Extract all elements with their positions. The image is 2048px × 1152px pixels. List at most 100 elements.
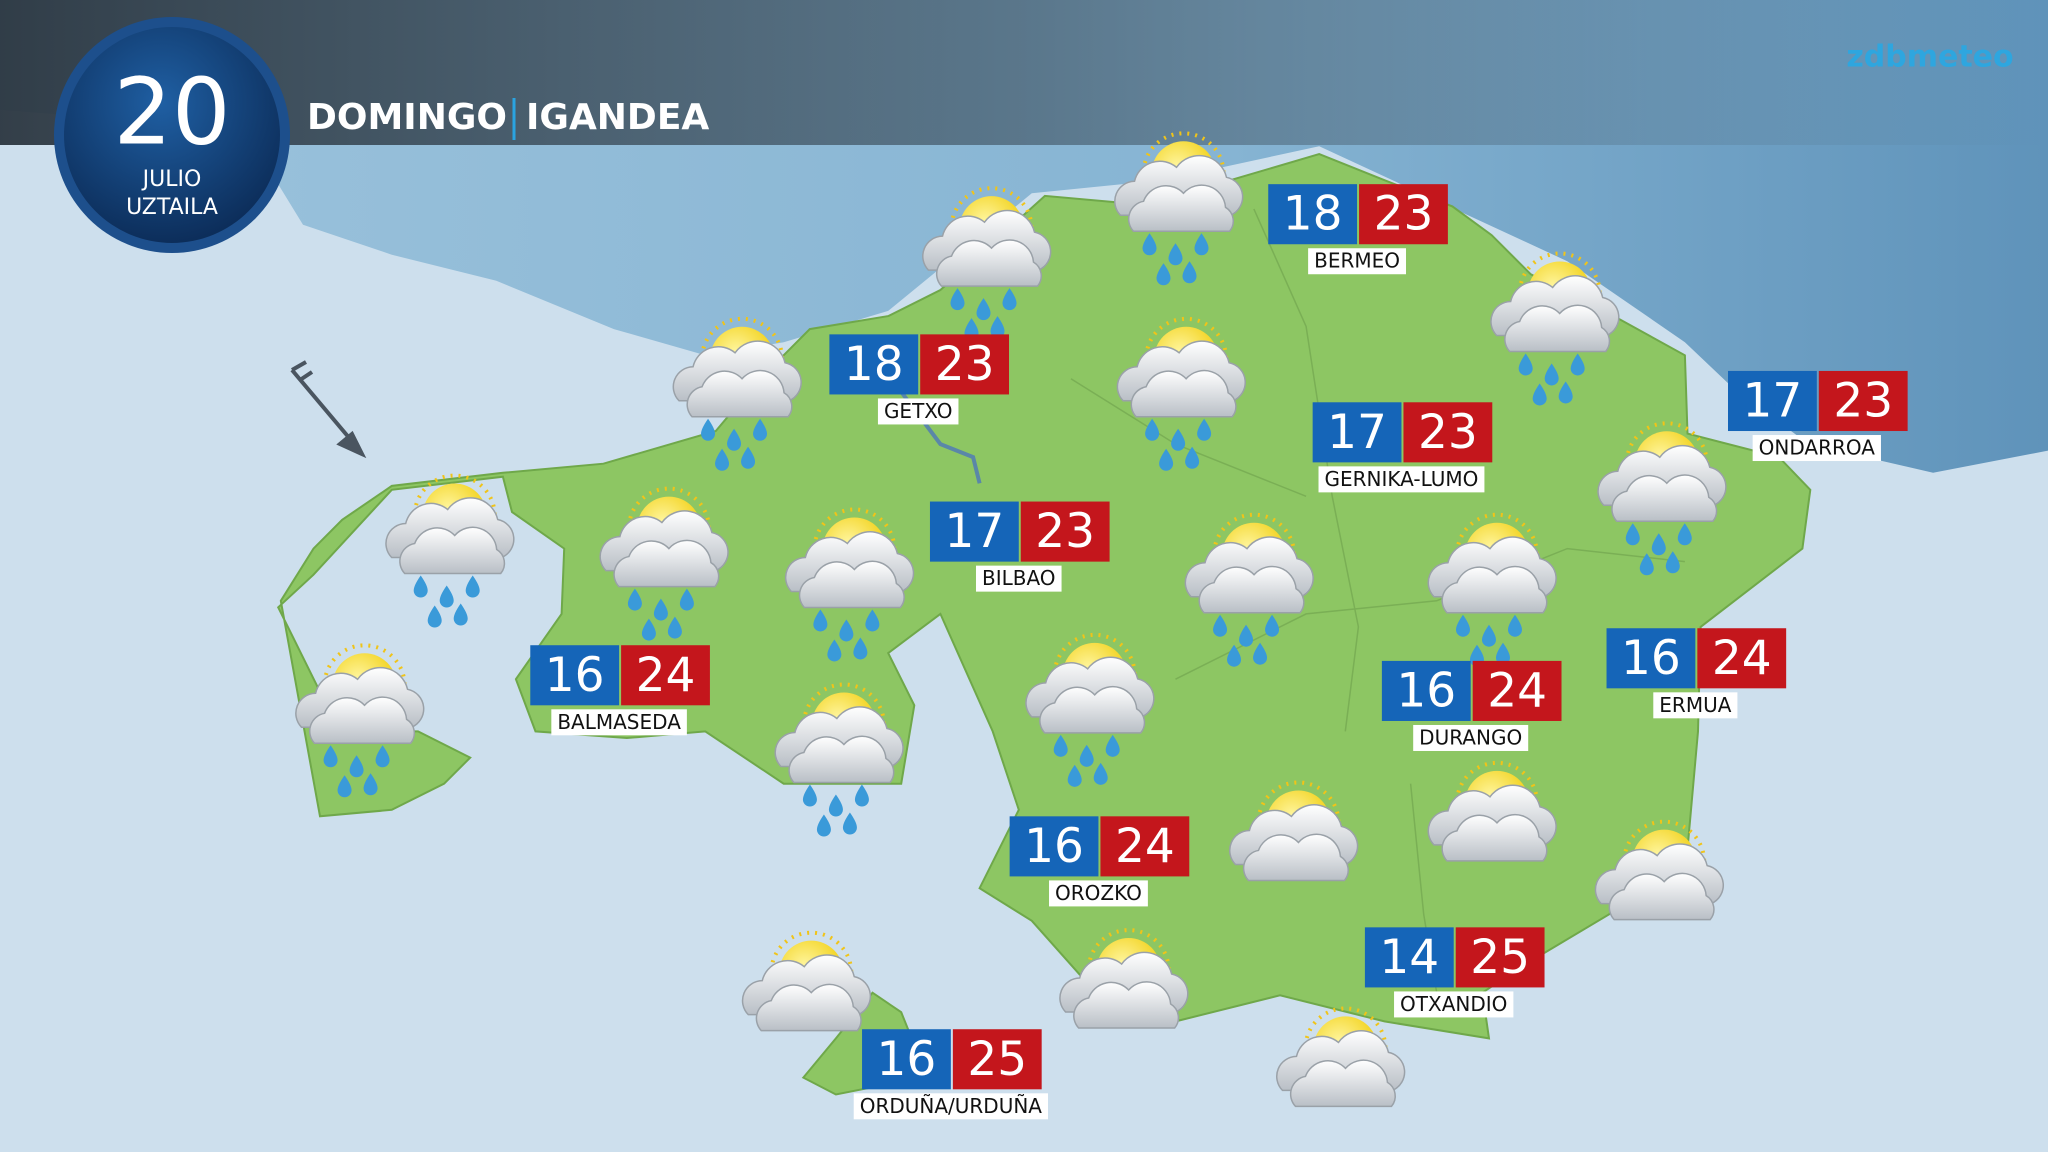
rain-drop xyxy=(813,609,828,632)
rain-drop xyxy=(1079,744,1094,767)
rain-drop xyxy=(1002,288,1017,311)
weather-icon xyxy=(1116,316,1246,471)
weather-icon xyxy=(1597,421,1727,576)
rain-drop xyxy=(701,418,716,441)
city-name: ERMUA xyxy=(1659,693,1731,717)
max-temp: 23 xyxy=(1374,187,1434,242)
rain-drop xyxy=(854,784,869,807)
max-box xyxy=(1818,370,1908,432)
max-temp: 24 xyxy=(636,648,696,703)
rain-drop xyxy=(1159,448,1174,471)
rain-drop xyxy=(1265,614,1280,637)
logo: zdbmeteo xyxy=(1846,40,2013,75)
weather-icon xyxy=(295,643,425,798)
rain-drop xyxy=(715,448,730,471)
rain-drop xyxy=(1145,418,1160,441)
wind-arrow xyxy=(290,360,367,459)
weather-icon xyxy=(1276,1006,1406,1108)
cloud-front xyxy=(1441,813,1548,862)
rain-drop xyxy=(828,794,843,817)
name-bg xyxy=(877,398,959,425)
max-temp: 23 xyxy=(1833,373,1893,428)
weather-icon xyxy=(599,486,729,641)
city: 18 23 GETXO xyxy=(829,334,1010,425)
rain-drop xyxy=(1194,233,1209,256)
cloud-front xyxy=(1504,304,1611,353)
max-temp: 25 xyxy=(967,1032,1027,1087)
weekday-es: DOMINGO xyxy=(307,97,507,138)
top-banner xyxy=(0,0,2048,145)
rain-drop xyxy=(337,775,352,798)
city: 17 23 BILBAO xyxy=(929,501,1110,592)
name-bg xyxy=(1752,435,1881,462)
rain-drop xyxy=(653,598,668,621)
min-temp: 16 xyxy=(545,648,605,703)
max-box xyxy=(1100,816,1190,877)
weather-icon xyxy=(1114,131,1244,286)
min-box xyxy=(1381,660,1471,721)
cloud-front xyxy=(1242,833,1349,882)
rain-drop xyxy=(950,288,965,311)
city-name: BILBAO xyxy=(982,566,1056,590)
weather-icon xyxy=(1427,760,1557,862)
city-name: ONDARROA xyxy=(1759,436,1876,460)
weather-icon xyxy=(1184,512,1314,667)
cloud-front xyxy=(399,526,506,575)
min-temp: 14 xyxy=(1379,930,1439,985)
min-box xyxy=(829,334,919,395)
max-box xyxy=(952,1029,1042,1090)
city: 17 23 ONDARROA xyxy=(1728,370,1908,462)
city: 18 23 BERMEO xyxy=(1268,184,1448,275)
cloud-front xyxy=(1127,184,1234,233)
rain-drop xyxy=(1168,243,1183,266)
min-box xyxy=(1606,628,1696,689)
rain-drop xyxy=(1544,363,1559,386)
max-box xyxy=(1359,184,1448,245)
rain-drop xyxy=(1570,353,1585,376)
name-bg xyxy=(1653,692,1738,719)
max-box xyxy=(1403,402,1493,463)
cloud-front xyxy=(1441,565,1548,614)
min-temp: 18 xyxy=(1283,187,1343,242)
max-box xyxy=(1697,628,1787,689)
cloud-front xyxy=(798,560,905,609)
rain-drop xyxy=(1053,734,1068,757)
rain-drop xyxy=(323,745,338,768)
rain-drop xyxy=(363,773,378,796)
max-box xyxy=(621,645,710,706)
rain-drop xyxy=(839,619,854,642)
min-box xyxy=(1009,816,1099,877)
rain-drop xyxy=(627,588,642,611)
min-temp: 17 xyxy=(1327,405,1387,460)
city-name: GETXO xyxy=(884,399,953,423)
name-bg xyxy=(1308,248,1407,275)
rain-drop xyxy=(865,609,880,632)
rain-drop xyxy=(465,575,480,598)
rain-drop xyxy=(990,316,1005,339)
rain-drop xyxy=(1532,383,1547,406)
max-box xyxy=(1455,927,1545,988)
rain-drop xyxy=(1625,523,1640,546)
name-bg xyxy=(853,1093,1048,1120)
min-temp: 18 xyxy=(844,337,904,392)
city-name: ORDUÑA/URDUÑA xyxy=(860,1094,1043,1118)
rain-drop xyxy=(1518,353,1533,376)
rain-drop xyxy=(1171,428,1186,451)
city: 17 23 GERNIKA-LUMO xyxy=(1312,402,1493,493)
name-bg xyxy=(551,709,687,736)
rain-drop xyxy=(1481,624,1496,647)
cloud-front xyxy=(1130,369,1237,418)
weather-icon xyxy=(385,473,515,628)
name-bg xyxy=(1394,991,1514,1018)
min-box xyxy=(862,1029,951,1090)
cloud-front xyxy=(755,983,862,1032)
rain-drop xyxy=(1677,523,1692,546)
rain-drop xyxy=(842,812,857,835)
min-temp: 16 xyxy=(877,1032,937,1087)
rain-drop xyxy=(375,745,390,768)
rain-drop xyxy=(1197,418,1212,441)
rain-drop xyxy=(667,616,682,639)
weather-icon xyxy=(1229,780,1359,882)
name-bg xyxy=(1318,466,1485,493)
rain-drop xyxy=(816,814,831,837)
